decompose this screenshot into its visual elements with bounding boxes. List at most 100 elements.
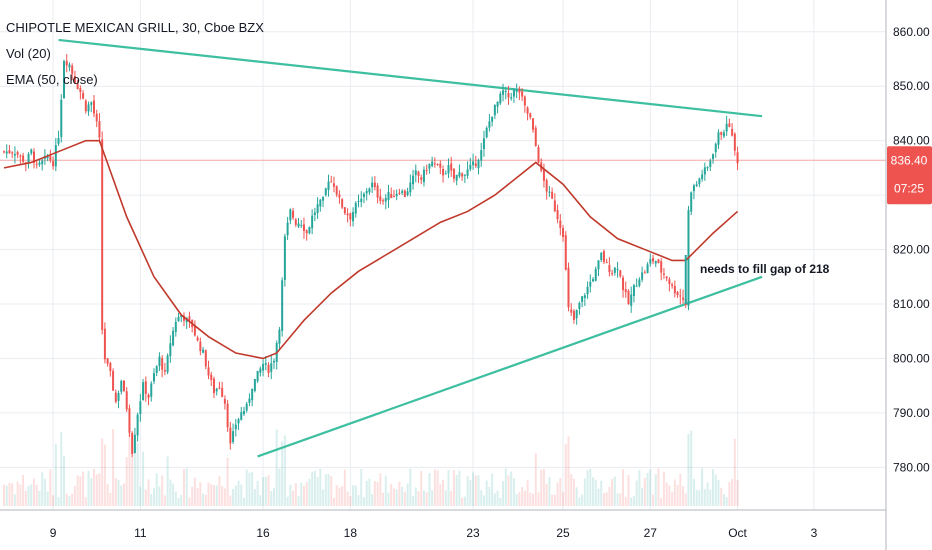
- candle-body[interactable]: [112, 370, 115, 391]
- candle-body[interactable]: [256, 370, 259, 382]
- candle-body[interactable]: [736, 152, 739, 164]
- candle-body[interactable]: [62, 61, 65, 99]
- candle-body[interactable]: [210, 374, 213, 380]
- candle-body[interactable]: [193, 325, 196, 336]
- candle-body[interactable]: [698, 178, 701, 185]
- candle-body[interactable]: [270, 363, 273, 372]
- candle-body[interactable]: [158, 356, 161, 367]
- candle-body[interactable]: [38, 162, 41, 165]
- candle-body[interactable]: [586, 286, 589, 295]
- candle-body[interactable]: [147, 394, 150, 398]
- candle-body[interactable]: [319, 199, 322, 207]
- candle-body[interactable]: [480, 150, 483, 161]
- candle-body[interactable]: [180, 314, 183, 318]
- candle-body[interactable]: [262, 363, 265, 371]
- candle-body[interactable]: [60, 99, 63, 138]
- candle-body[interactable]: [641, 272, 644, 280]
- candle-body[interactable]: [597, 260, 600, 270]
- candle-body[interactable]: [409, 182, 412, 193]
- candle-body[interactable]: [242, 411, 245, 414]
- candles[interactable]: [3, 54, 739, 458]
- candle-body[interactable]: [521, 91, 524, 97]
- candle-body[interactable]: [46, 156, 49, 159]
- candle-body[interactable]: [401, 191, 404, 193]
- candle-body[interactable]: [701, 174, 704, 180]
- candle-body[interactable]: [13, 154, 16, 156]
- candle-body[interactable]: [720, 132, 723, 135]
- candle-body[interactable]: [444, 173, 447, 175]
- candle-body[interactable]: [406, 191, 409, 195]
- candle-body[interactable]: [32, 151, 35, 163]
- candle-body[interactable]: [403, 190, 406, 197]
- candle-body[interactable]: [692, 185, 695, 192]
- candle-body[interactable]: [122, 380, 125, 391]
- candle-body[interactable]: [251, 388, 254, 401]
- candle-body[interactable]: [575, 310, 578, 319]
- candle-body[interactable]: [725, 123, 728, 132]
- candle-body[interactable]: [589, 281, 592, 287]
- candle-body[interactable]: [131, 432, 134, 455]
- candle-body[interactable]: [30, 149, 33, 154]
- candle-body[interactable]: [488, 121, 491, 128]
- candle-body[interactable]: [52, 161, 55, 167]
- candle-body[interactable]: [673, 285, 676, 294]
- candle-body[interactable]: [215, 388, 218, 392]
- candle-body[interactable]: [232, 431, 235, 443]
- candle-body[interactable]: [335, 186, 338, 195]
- candle-body[interactable]: [19, 155, 22, 157]
- candle-body[interactable]: [41, 160, 44, 165]
- candle-body[interactable]: [272, 360, 275, 363]
- candle-body[interactable]: [109, 363, 112, 372]
- candle-body[interactable]: [652, 258, 655, 262]
- candle-body[interactable]: [155, 366, 158, 373]
- candle-body[interactable]: [450, 163, 453, 171]
- candle-body[interactable]: [92, 100, 95, 114]
- candle-body[interactable]: [139, 401, 142, 415]
- candle-body[interactable]: [125, 391, 128, 410]
- candle-body[interactable]: [142, 382, 145, 401]
- candle-body[interactable]: [114, 392, 117, 402]
- candle-body[interactable]: [534, 127, 537, 146]
- candle-body[interactable]: [365, 190, 368, 194]
- candle-body[interactable]: [559, 220, 562, 228]
- candle-body[interactable]: [624, 289, 627, 293]
- candle-body[interactable]: [221, 387, 224, 397]
- candle-body[interactable]: [712, 154, 715, 160]
- candle-body[interactable]: [245, 403, 248, 411]
- candle-body[interactable]: [357, 200, 360, 202]
- candle-body[interactable]: [523, 96, 526, 106]
- candle-body[interactable]: [392, 196, 395, 198]
- candle-body[interactable]: [474, 163, 477, 167]
- candle-body[interactable]: [87, 104, 90, 112]
- candle-body[interactable]: [79, 88, 82, 93]
- candle-body[interactable]: [283, 236, 286, 280]
- candle-body[interactable]: [152, 373, 155, 382]
- candle-body[interactable]: [300, 224, 303, 226]
- candle-body[interactable]: [346, 213, 349, 216]
- candle-body[interactable]: [101, 139, 104, 330]
- candle-body[interactable]: [3, 151, 5, 153]
- candle-body[interactable]: [35, 163, 38, 165]
- candle-body[interactable]: [395, 193, 398, 197]
- candle-body[interactable]: [417, 171, 420, 176]
- candle-body[interactable]: [731, 128, 734, 136]
- candle-body[interactable]: [619, 270, 622, 277]
- candle-body[interactable]: [472, 161, 475, 166]
- candle-body[interactable]: [71, 65, 74, 74]
- candle-body[interactable]: [226, 403, 229, 428]
- candle-body[interactable]: [11, 152, 14, 154]
- legend-volume[interactable]: Vol (20): [6, 46, 51, 61]
- candle-body[interactable]: [332, 183, 335, 187]
- candle-body[interactable]: [57, 138, 60, 144]
- candle-body[interactable]: [733, 133, 736, 151]
- candle-body[interactable]: [504, 90, 507, 93]
- candle-body[interactable]: [362, 193, 365, 197]
- legend-symbol[interactable]: CHIPOTLE MEXICAN GRILL, 30, Cboe BZX: [6, 20, 264, 35]
- candle-body[interactable]: [455, 174, 458, 181]
- candle-body[interactable]: [662, 273, 665, 275]
- candle-body[interactable]: [679, 295, 682, 297]
- candle-body[interactable]: [240, 412, 243, 420]
- candle-body[interactable]: [608, 265, 611, 273]
- candle-body[interactable]: [305, 230, 308, 234]
- candle-body[interactable]: [103, 328, 106, 360]
